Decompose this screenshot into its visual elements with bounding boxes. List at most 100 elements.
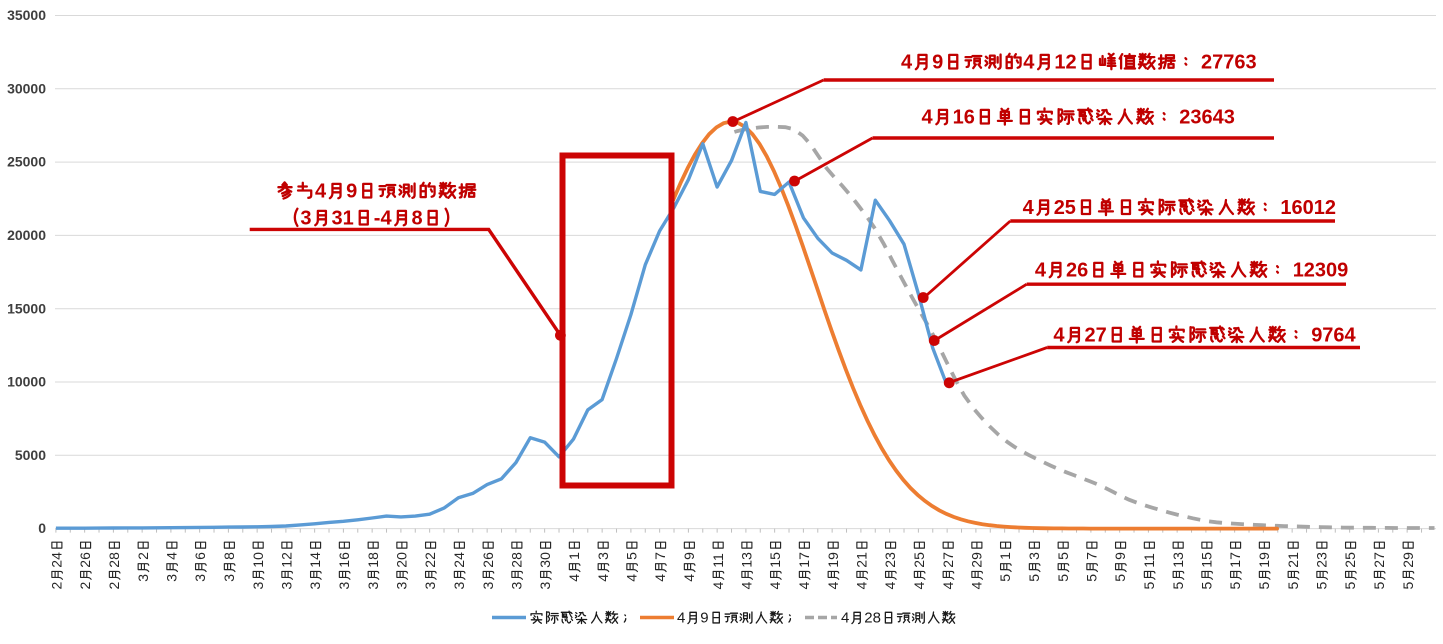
svg-text:5: 5 <box>1112 574 1128 582</box>
svg-text:4: 4 <box>710 582 726 590</box>
svg-text:29: 29 <box>1400 552 1416 568</box>
svg-text:23: 23 <box>882 552 898 568</box>
svg-text:4: 4 <box>164 552 180 560</box>
svg-text:23: 23 <box>1314 552 1330 568</box>
svg-text:4: 4 <box>1023 197 1035 219</box>
svg-text:5: 5 <box>1141 582 1157 590</box>
svg-text:3: 3 <box>537 582 553 590</box>
svg-text:21: 21 <box>1285 552 1301 568</box>
svg-text:12309: 12309 <box>1293 259 1349 281</box>
svg-text:5: 5 <box>997 574 1013 582</box>
svg-text:4: 4 <box>1035 259 1047 281</box>
svg-text:5: 5 <box>1371 582 1387 590</box>
svg-text:9: 9 <box>346 180 357 202</box>
svg-text:3: 3 <box>595 552 611 560</box>
svg-text:7: 7 <box>652 552 668 560</box>
svg-text:12: 12 <box>279 552 295 568</box>
svg-text:16012: 16012 <box>1280 197 1336 219</box>
svg-text:4: 4 <box>315 180 327 202</box>
svg-text:27: 27 <box>1371 552 1387 568</box>
svg-text:4: 4 <box>739 582 755 590</box>
svg-text:9: 9 <box>700 610 708 627</box>
svg-text:9: 9 <box>1112 552 1128 560</box>
svg-text:8: 8 <box>412 207 423 229</box>
svg-text:3: 3 <box>394 582 410 590</box>
svg-text:4: 4 <box>652 574 668 582</box>
svg-text:3: 3 <box>307 582 323 590</box>
svg-text:4: 4 <box>624 574 640 582</box>
svg-text:29: 29 <box>969 552 985 568</box>
svg-text:30: 30 <box>537 552 553 568</box>
svg-text:3: 3 <box>451 582 467 590</box>
svg-text:0: 0 <box>38 520 46 536</box>
svg-text:26: 26 <box>77 552 93 568</box>
svg-text:19: 19 <box>825 552 841 568</box>
svg-text:2: 2 <box>135 552 151 560</box>
svg-text:4: 4 <box>969 582 985 590</box>
svg-text:27: 27 <box>940 552 956 568</box>
svg-text:5: 5 <box>1256 582 1272 590</box>
svg-text:5: 5 <box>1285 582 1301 590</box>
svg-text:11: 11 <box>1141 553 1157 568</box>
svg-text:30000: 30000 <box>7 80 46 96</box>
svg-text:24: 24 <box>451 552 467 568</box>
svg-text:11: 11 <box>710 553 726 568</box>
svg-text:4: 4 <box>566 574 582 582</box>
svg-text:17: 17 <box>796 552 812 568</box>
svg-text:12: 12 <box>1054 51 1076 73</box>
svg-text:26: 26 <box>480 552 496 568</box>
svg-text:1: 1 <box>997 552 1013 560</box>
svg-text:14: 14 <box>307 552 323 568</box>
svg-text:3: 3 <box>480 582 496 590</box>
svg-text:5: 5 <box>1170 582 1186 590</box>
svg-text:5: 5 <box>1199 582 1215 590</box>
svg-text:15: 15 <box>767 552 783 568</box>
svg-text:16: 16 <box>336 552 352 568</box>
svg-text:24: 24 <box>49 552 65 568</box>
svg-text:28: 28 <box>106 552 122 568</box>
svg-text:3: 3 <box>192 574 208 582</box>
svg-text:4: 4 <box>825 582 841 590</box>
svg-text:4: 4 <box>901 51 913 73</box>
svg-text:4: 4 <box>940 582 956 590</box>
svg-text:28: 28 <box>864 610 881 627</box>
svg-text:7: 7 <box>1084 552 1100 560</box>
svg-text:8: 8 <box>221 552 237 560</box>
svg-text:4: 4 <box>677 610 685 627</box>
svg-text:17: 17 <box>1227 552 1243 568</box>
svg-text:4: 4 <box>681 574 697 582</box>
svg-text:3: 3 <box>164 574 180 582</box>
svg-text:19: 19 <box>1256 552 1272 568</box>
svg-text:4: 4 <box>854 582 870 590</box>
svg-text:5: 5 <box>1055 552 1071 560</box>
svg-text:3: 3 <box>422 582 438 590</box>
svg-text:3: 3 <box>336 582 352 590</box>
svg-text:25: 25 <box>1054 197 1076 219</box>
svg-text:3: 3 <box>135 574 151 582</box>
svg-text:25000: 25000 <box>7 154 46 170</box>
svg-text:20000: 20000 <box>7 227 46 243</box>
svg-text:4: 4 <box>1053 324 1065 346</box>
svg-text:3: 3 <box>300 207 311 229</box>
svg-text:5: 5 <box>1400 582 1416 590</box>
svg-text:5000: 5000 <box>15 447 46 463</box>
svg-text:13: 13 <box>1170 552 1186 568</box>
svg-text:4: 4 <box>796 582 812 590</box>
svg-text:4: 4 <box>1023 51 1035 73</box>
svg-text:5: 5 <box>1026 574 1042 582</box>
svg-text:10000: 10000 <box>7 374 46 390</box>
svg-text:15000: 15000 <box>7 300 46 316</box>
svg-text:4: 4 <box>767 582 783 590</box>
svg-text:3: 3 <box>221 574 237 582</box>
svg-text:18: 18 <box>365 552 381 568</box>
svg-text:28: 28 <box>509 552 525 568</box>
svg-text:5: 5 <box>624 552 640 560</box>
svg-text:2: 2 <box>106 582 122 590</box>
svg-text:4: 4 <box>841 610 849 627</box>
svg-text:2: 2 <box>77 582 93 590</box>
svg-text:3: 3 <box>365 582 381 590</box>
svg-text:4: 4 <box>922 106 934 128</box>
svg-text:2: 2 <box>49 582 65 590</box>
svg-text:23643: 23643 <box>1179 106 1235 128</box>
svg-text:16: 16 <box>953 106 975 128</box>
